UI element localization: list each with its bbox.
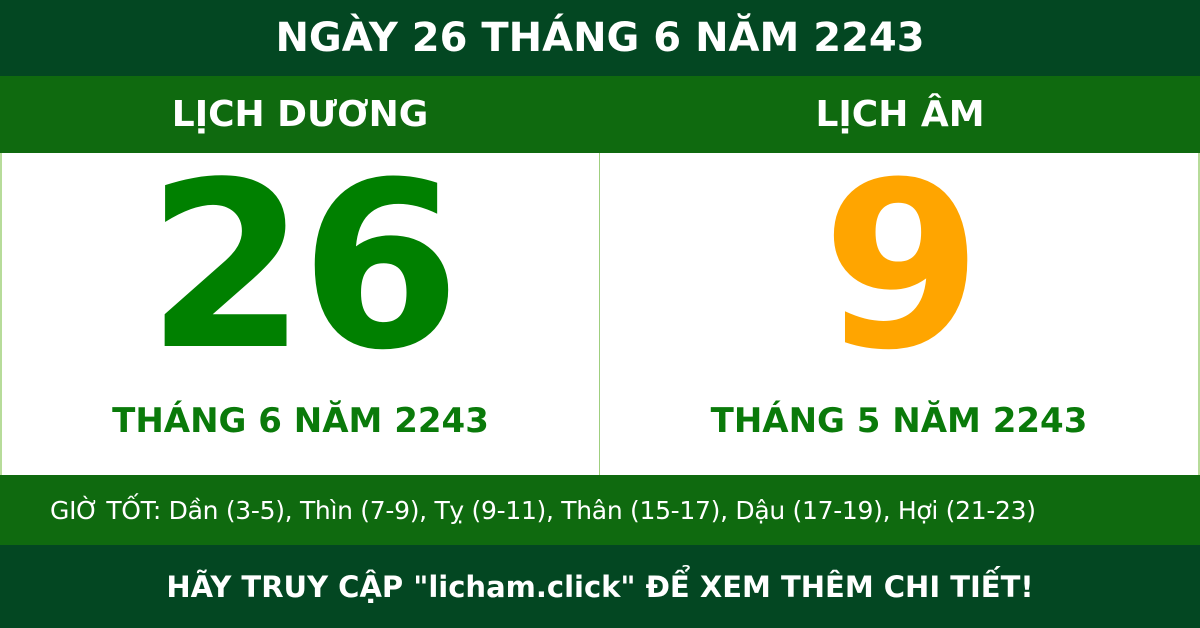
good-hours: GIỜ TỐT: Dần (3-5), Thìn (7-9), Tỵ (9-11…	[0, 475, 1200, 545]
solar-day: 26	[146, 134, 460, 401]
lunar-day: 9	[821, 134, 982, 401]
lunar-calendar-label: LỊCH ÂM	[815, 94, 985, 135]
solar-panel: 26 THÁNG 6 NĂM 2243	[2, 153, 600, 475]
calendar-body: 26 THÁNG 6 NĂM 2243 9 THÁNG 5 NĂM 2243	[0, 153, 1200, 475]
solar-month-year: THÁNG 6 NĂM 2243	[112, 401, 489, 441]
lunar-panel: 9 THÁNG 5 NĂM 2243	[600, 153, 1198, 475]
footer-cta: HÃY TRUY CẬP "licham.click" ĐỂ XEM THÊM …	[0, 545, 1200, 628]
lunar-month-year: THÁNG 5 NĂM 2243	[710, 401, 1088, 441]
page-title: NGÀY 26 THÁNG 6 NĂM 2243	[0, 0, 1200, 76]
solar-calendar-label: LỊCH DƯƠNG	[171, 94, 429, 135]
calendar-headers: LỊCH DƯƠNG LỊCH ÂM	[0, 76, 1200, 153]
